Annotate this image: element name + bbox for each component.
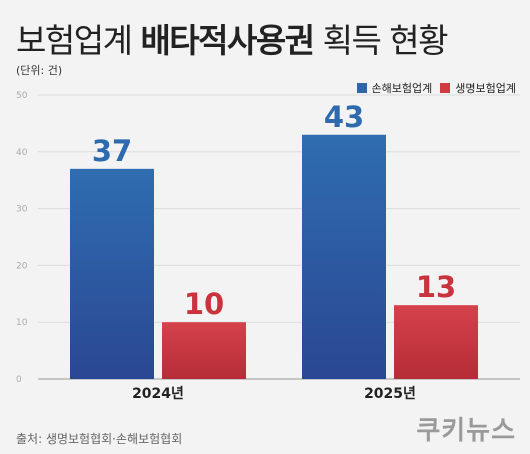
- legend-item-life: 생명보험업계: [440, 80, 516, 96]
- bar: [162, 322, 246, 379]
- unit-label: (단위: 건): [16, 64, 63, 77]
- y-tick-label: 40: [16, 148, 28, 158]
- y-tick-label: 20: [16, 261, 28, 271]
- bar: [70, 168, 154, 379]
- y-tick-label: 10: [16, 318, 28, 328]
- publisher-logo: 쿠키뉴스: [416, 416, 516, 446]
- data-label: 37: [92, 134, 132, 168]
- legend-label-life: 생명보험업계: [455, 82, 516, 95]
- y-tick-label: 0: [16, 375, 22, 385]
- legend-item-nonlife: 손해보험업계: [356, 80, 433, 96]
- source-note: 출처: 생명보험협회·손해보험협회: [16, 432, 183, 446]
- x-tick-label: 2024년: [132, 386, 184, 402]
- legend: 손해보험업계 생명보험업계: [356, 80, 516, 96]
- bar: [394, 305, 478, 379]
- data-label: 10: [184, 287, 224, 321]
- title-part-2: 획득 현황: [313, 21, 449, 60]
- legend-swatch-nonlife: [356, 83, 367, 93]
- legend-label-nonlife: 손해보험업계: [371, 82, 433, 95]
- chart-title: 보험업계 배타적사용권 획득 현황: [16, 14, 449, 62]
- y-tick-label: 50: [16, 91, 28, 101]
- data-label: 43: [324, 100, 364, 134]
- y-tick-label: 30: [16, 205, 28, 215]
- data-label: 13: [416, 270, 456, 304]
- title-emphasis: 배타적사용권: [140, 21, 315, 60]
- title-part-1: 보험업계: [16, 21, 141, 60]
- x-tick-label: 2025년: [364, 386, 416, 402]
- legend-swatch-life: [440, 83, 451, 93]
- bar: [302, 134, 386, 379]
